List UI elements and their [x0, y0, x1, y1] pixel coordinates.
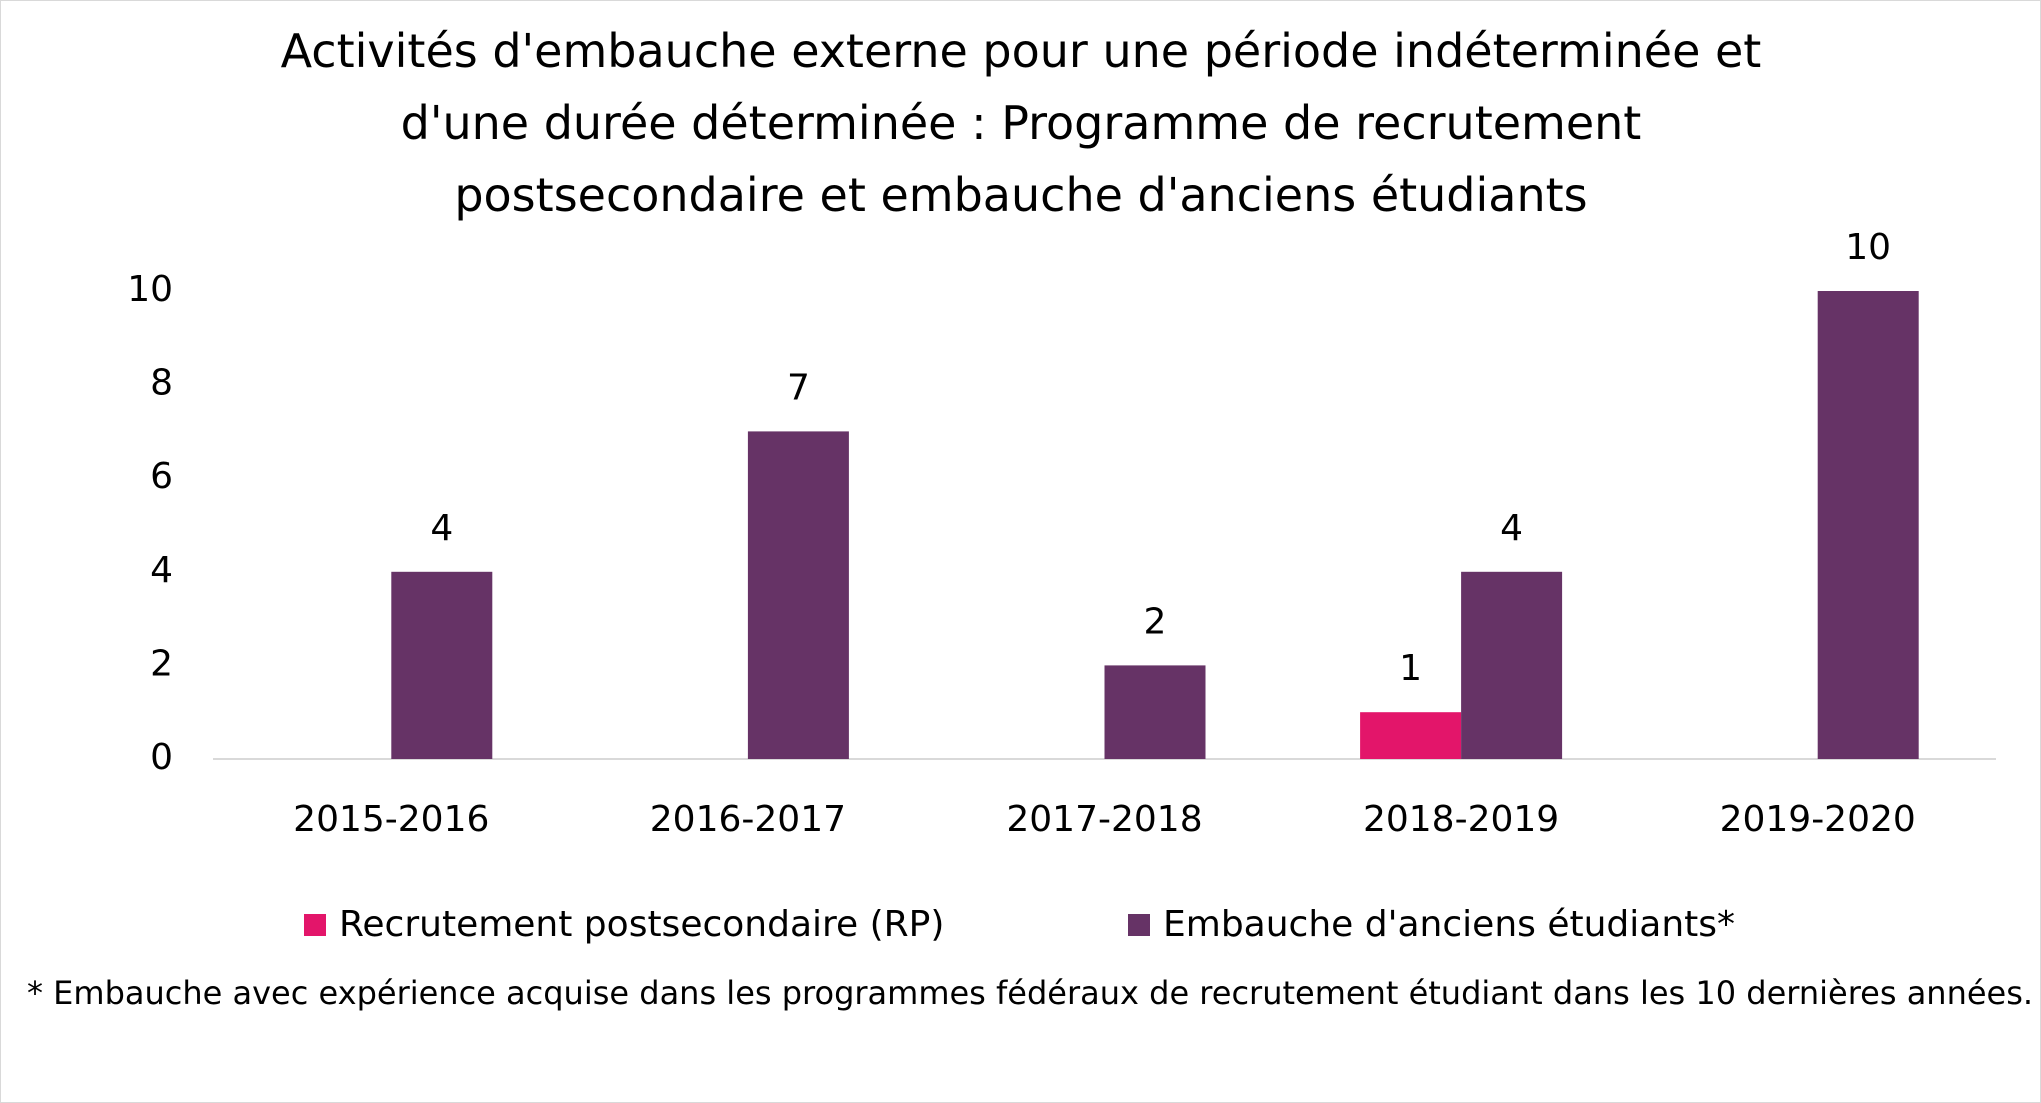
bar [1104, 665, 1206, 759]
y-tick-label: 4 [150, 550, 173, 591]
y-tick-label: 6 [150, 456, 173, 497]
value-label: 10 [1845, 227, 1891, 268]
bar [1817, 291, 1919, 759]
bar [1461, 571, 1563, 759]
value-label: 4 [430, 508, 453, 549]
chart-title: Activités d'embauche externe pour une pé… [280, 24, 1762, 222]
x-tick-label: 2018-2019 [1363, 799, 1559, 840]
value-label: 7 [787, 367, 810, 408]
legend-label: Recrutement postsecondaire (RP) [339, 904, 944, 945]
y-tick-label: 10 [127, 269, 173, 310]
legend-swatch [1128, 914, 1150, 936]
value-label: 1 [1399, 648, 1422, 689]
legend-label: Embauche d'anciens étudiants* [1163, 904, 1735, 945]
bar [1360, 712, 1462, 759]
legend-swatch [304, 914, 326, 936]
x-tick-label: 2016-2017 [650, 799, 846, 840]
y-tick-label: 8 [150, 363, 173, 404]
y-tick-label: 2 [150, 643, 173, 684]
bar [747, 431, 849, 759]
bar [391, 571, 493, 759]
x-tick-label: 2017-2018 [1006, 799, 1202, 840]
footnote: * Embauche avec expérience acquise dans … [27, 974, 2033, 1012]
x-tick-label: 2019-2020 [1720, 799, 1916, 840]
x-tick-label: 2015-2016 [293, 799, 489, 840]
value-label: 2 [1144, 601, 1167, 642]
value-label: 4 [1500, 508, 1523, 549]
y-tick-label: 0 [150, 737, 173, 778]
